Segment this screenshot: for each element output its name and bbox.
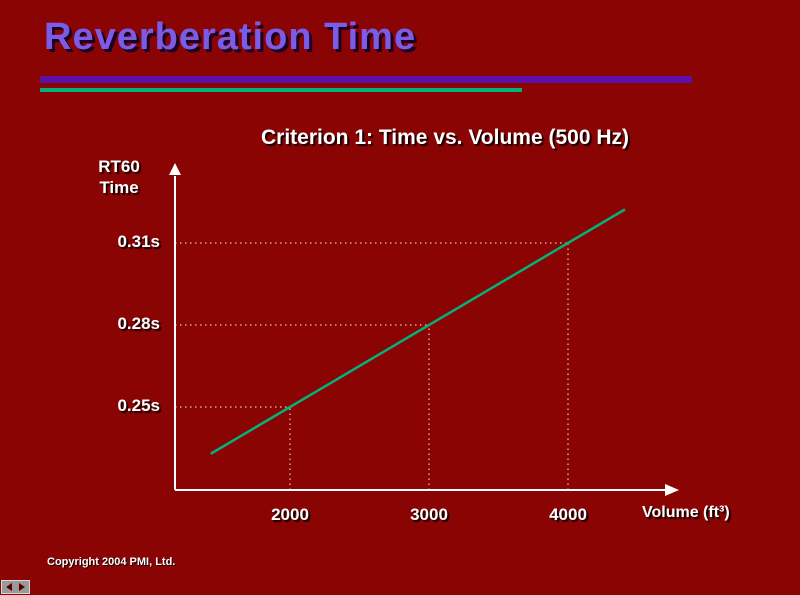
slide-title: Reverberation Time	[44, 16, 417, 58]
slideshow-nav-widget[interactable]	[1, 580, 30, 594]
x-axis-label: Volume (ft³)	[642, 504, 730, 521]
next-slide-icon[interactable]	[19, 583, 26, 591]
x-axis-arrowhead	[665, 484, 679, 496]
x-tick-label: 3000	[410, 505, 448, 524]
previous-slide-icon[interactable]	[5, 583, 12, 591]
y-tick-label: 0.28s	[117, 314, 160, 333]
rt60-data-line	[210, 208, 626, 455]
x-tick-label: 2000	[271, 505, 309, 524]
copyright-text: Copyright 2004 PMI, Ltd.	[47, 556, 176, 568]
y-tick-label: 0.31s	[117, 232, 160, 251]
title-underline-green	[40, 88, 522, 92]
y-axis-arrowhead	[169, 163, 181, 175]
title-underline-purple	[40, 76, 692, 83]
y-tick-label: 0.25s	[117, 396, 160, 415]
x-tick-label: 4000	[549, 505, 587, 524]
chart-title: Criterion 1: Time vs. Volume (500 Hz)	[261, 126, 629, 149]
y-axis-label: RT60 Time	[98, 157, 140, 198]
